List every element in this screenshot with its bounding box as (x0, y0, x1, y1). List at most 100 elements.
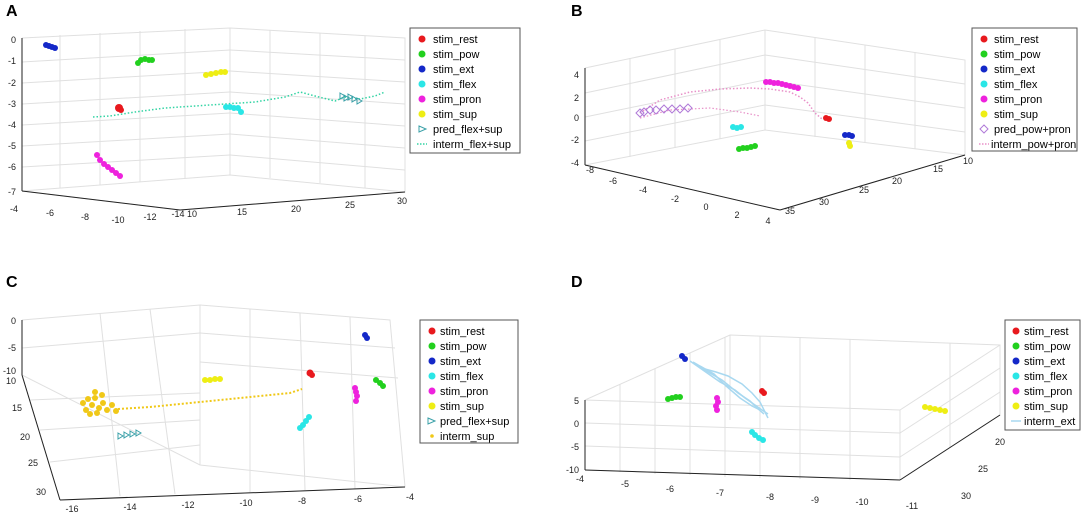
legend-marker (428, 402, 436, 410)
stim-pow-cluster (135, 56, 155, 66)
legend-marker (1012, 327, 1020, 335)
legend-marker (418, 80, 426, 88)
legend-label: stim_ext (440, 356, 481, 368)
legend-label: stim_rest (1024, 326, 1069, 338)
stim-flex-cluster (223, 104, 244, 115)
x-tick: -16 (65, 504, 78, 514)
legend-marker (1012, 342, 1020, 350)
grid-a (21, 27, 406, 211)
legend-marker (418, 95, 426, 103)
x-tick: -6 (609, 176, 617, 186)
legend-marker (980, 35, 988, 43)
z-tick: 4 (574, 70, 579, 80)
z-tick: -3 (8, 99, 16, 109)
z-tick: -5 (8, 343, 16, 353)
x-tick: -4 (10, 204, 18, 214)
x-tick: -12 (143, 212, 156, 222)
stim-flex-cluster (297, 414, 312, 431)
y-tick: 35 (785, 206, 795, 216)
plot-area-b (635, 79, 855, 152)
panel-label-d: D (571, 274, 583, 291)
legend-label: stim_pow (433, 49, 480, 61)
y-tick: 30 (397, 196, 407, 206)
y-tick: 25 (345, 200, 355, 210)
legend-label: stim_flex (994, 79, 1038, 91)
legend-a: stim_rest stim_pow stim_ext stim_flex st… (409, 27, 521, 154)
x-tick: -14 (123, 502, 136, 512)
legend-label: stim_flex (440, 371, 484, 383)
stim-pow-cluster (665, 394, 683, 402)
stim-flex-cluster (730, 124, 744, 131)
z-tick: -4 (571, 158, 579, 168)
legend-marker (418, 125, 428, 133)
legend-label: stim_pron (440, 386, 488, 398)
z-tick: -10 (566, 465, 579, 475)
stim-sup-cluster (202, 376, 223, 383)
stim-flex-cluster (749, 429, 766, 443)
legend-label: stim_rest (433, 34, 478, 46)
x-tick: -6 (46, 208, 54, 218)
y-tick: 25 (859, 185, 869, 195)
legend-d: stim_rest stim_pow stim_ext stim_flex st… (1004, 319, 1081, 431)
x-tick: -10 (111, 215, 124, 225)
y-tick: 10 (187, 209, 197, 219)
y-tick: 20 (291, 204, 301, 214)
legend-label: stim_pow (994, 49, 1041, 61)
legend-label: stim_pron (1024, 386, 1072, 398)
grid-c (21, 304, 406, 501)
legend-label: stim_rest (440, 326, 485, 338)
z-tick: 0 (11, 35, 16, 45)
legend-label: stim_flex (433, 79, 477, 91)
legend-label: interm_ext (1024, 416, 1075, 428)
legend-marker (427, 417, 437, 425)
pred-pow-pron-markers (635, 103, 693, 118)
x-tick: -4 (639, 185, 647, 195)
legend-marker (980, 65, 988, 73)
panel-label-a: A (6, 3, 18, 20)
panel-a: A 0 -1 -2 -3 -4 -5 (6, 3, 521, 225)
z-tick: -2 (571, 135, 579, 145)
interm-pow-pron-trajectory (639, 87, 823, 120)
y-tick: 15 (237, 207, 247, 217)
z-tick: -5 (8, 141, 16, 151)
x-tick: -6 (666, 484, 674, 494)
legend-marker (428, 372, 436, 380)
z-tick: -5 (571, 442, 579, 452)
x-tick: -10 (239, 498, 252, 508)
legend-label: stim_pow (440, 341, 487, 353)
legend-c: stim_rest stim_pow stim_ext stim_flex st… (419, 319, 519, 444)
y-tick: 30 (36, 487, 46, 497)
legend-label: stim_ext (433, 64, 474, 76)
legend-label: pred_flex+sup (440, 416, 509, 428)
stim-pow-cluster (373, 377, 386, 389)
stim-rest-cluster (306, 369, 315, 378)
stim-ext-cluster (679, 353, 688, 362)
y-tick: 20 (995, 437, 1005, 447)
legend-marker (428, 357, 436, 365)
panel-label-b: B (571, 3, 583, 20)
panel-b: B 4 2 0 -2 -4 -8 - (571, 3, 1078, 226)
y-tick: 15 (933, 164, 943, 174)
plot-area-c (80, 332, 386, 440)
legend-marker (1012, 357, 1020, 365)
y-tick: 10 (6, 376, 16, 386)
z-tick: 0 (11, 316, 16, 326)
legend-marker (980, 80, 988, 88)
x-tick: -8 (81, 212, 89, 222)
stim-sup-cluster (922, 404, 948, 414)
z-tick: -2 (8, 78, 16, 88)
interm-pow-pron-trajectory-2 (639, 107, 761, 119)
stim-sup-cluster (203, 69, 228, 78)
legend-label: stim_pow (1024, 341, 1071, 353)
z-tick: -1 (8, 56, 16, 66)
legend-label: stim_sup (994, 109, 1038, 121)
legend-label: stim_flex (1024, 371, 1068, 383)
z-tick: -10 (3, 366, 16, 376)
legend-label: interm_sup (440, 431, 494, 443)
legend-label: interm_pow+pron (991, 139, 1076, 151)
plot-area-a (43, 42, 386, 179)
x-tick: -12 (181, 500, 194, 510)
x-tick: -4 (576, 474, 584, 484)
stim-rest-cluster (115, 104, 124, 113)
